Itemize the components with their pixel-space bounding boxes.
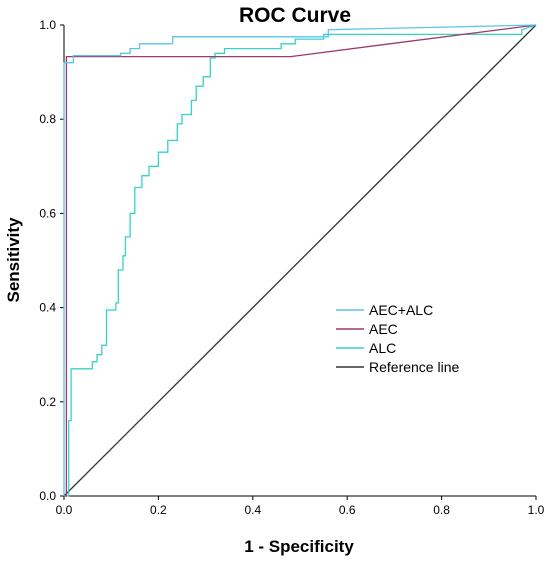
y-tick-label: 0.8 <box>39 112 56 126</box>
y-tick-label: 0.4 <box>39 301 56 315</box>
series-line-alc <box>64 24 537 497</box>
x-tick-label: 0.8 <box>433 503 450 517</box>
plot-area: 0.0 0.2 0.4 0.6 0.8 1.0 0.0 0.2 0.4 0.6 0.8 1.0 <box>39 18 544 517</box>
legend-label-aec: AEC <box>369 321 398 337</box>
chart-title: ROC Curve <box>239 4 351 27</box>
legend-label-reference-line: Reference line <box>369 359 459 375</box>
x-tick-label: 1.0 <box>528 503 545 517</box>
x-tick-label: 0.2 <box>150 503 167 517</box>
y-tick-label: 0.0 <box>39 489 56 503</box>
y-tick-label: 1.0 <box>39 18 56 32</box>
x-tick-label: 0.0 <box>56 503 73 517</box>
series-layer <box>63 24 537 497</box>
x-tick-label: 0.4 <box>244 503 261 517</box>
legend-label-alc: ALC <box>369 340 396 356</box>
y-tick-label: 0.2 <box>39 395 56 409</box>
series-line-reference-line <box>63 24 537 497</box>
y-tick-label: 0.6 <box>39 206 56 220</box>
legend: AEC+ALC AEC ALC Reference line <box>336 302 459 375</box>
series-line-aec <box>64 24 537 497</box>
x-axis-label: 1 - Specificity <box>244 537 354 556</box>
y-axis-label: Sensitivity <box>4 217 23 303</box>
y-axis-ticks: 0.0 0.2 0.4 0.6 0.8 1.0 <box>39 18 64 503</box>
legend-label-aec-alc: AEC+ALC <box>369 302 433 318</box>
series-line-aec-alc <box>63 24 537 496</box>
x-axis-ticks: 0.0 0.2 0.4 0.6 0.8 1.0 <box>56 496 545 517</box>
x-tick-label: 0.6 <box>339 503 356 517</box>
